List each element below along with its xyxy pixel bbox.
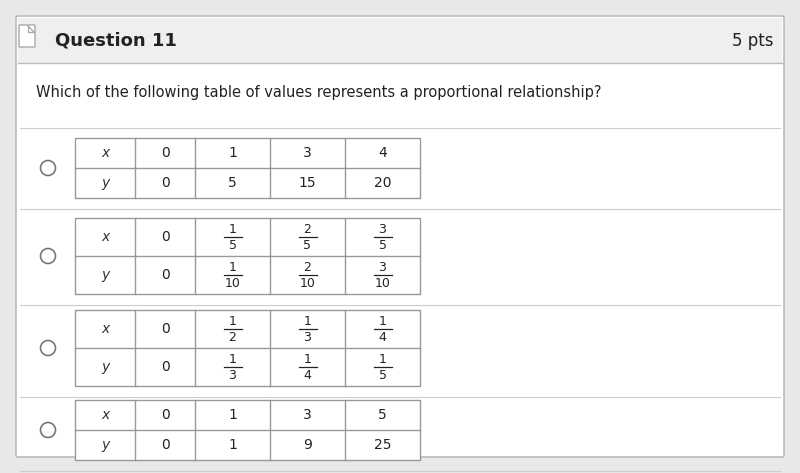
Circle shape: [41, 248, 55, 263]
Bar: [75, 138, 420, 198]
Text: 1: 1: [228, 438, 237, 452]
Text: 0: 0: [161, 360, 170, 374]
Text: 1: 1: [303, 352, 311, 366]
Text: 1: 1: [229, 261, 237, 273]
Bar: [18, 18, 782, 63]
Text: Question 11: Question 11: [55, 32, 177, 50]
Bar: [75, 310, 420, 386]
Text: 1: 1: [229, 315, 237, 327]
Text: x: x: [101, 146, 109, 160]
Text: 5: 5: [378, 238, 386, 252]
Circle shape: [41, 422, 55, 438]
Bar: [75, 400, 420, 460]
Text: 2: 2: [229, 331, 237, 343]
Text: y: y: [101, 360, 109, 374]
Text: 1: 1: [303, 315, 311, 327]
Text: Which of the following table of values represents a proportional relationship?: Which of the following table of values r…: [36, 85, 602, 100]
Text: x: x: [101, 408, 109, 422]
FancyBboxPatch shape: [19, 25, 35, 47]
Text: 9: 9: [303, 438, 312, 452]
Circle shape: [41, 341, 55, 356]
Text: 3: 3: [303, 408, 312, 422]
Text: y: y: [101, 268, 109, 282]
FancyBboxPatch shape: [16, 16, 784, 457]
Text: 10: 10: [374, 277, 390, 289]
Text: 4: 4: [303, 368, 311, 382]
Text: 0: 0: [161, 438, 170, 452]
Text: 0: 0: [161, 230, 170, 244]
Text: 4: 4: [378, 331, 386, 343]
Text: 10: 10: [225, 277, 241, 289]
Text: 0: 0: [161, 176, 170, 190]
Text: 0: 0: [161, 268, 170, 282]
Text: x: x: [101, 322, 109, 336]
Text: 5 pts: 5 pts: [733, 32, 774, 50]
Text: 1: 1: [378, 315, 386, 327]
Text: 15: 15: [298, 176, 316, 190]
Circle shape: [41, 160, 55, 175]
Text: 25: 25: [374, 438, 391, 452]
Text: 3: 3: [303, 146, 312, 160]
Bar: [75, 218, 420, 294]
Text: 1: 1: [229, 352, 237, 366]
Text: 3: 3: [378, 222, 386, 236]
Text: y: y: [101, 176, 109, 190]
Text: 5: 5: [378, 368, 386, 382]
Text: 2: 2: [303, 222, 311, 236]
Text: 1: 1: [228, 408, 237, 422]
Text: 5: 5: [229, 238, 237, 252]
Text: 0: 0: [161, 146, 170, 160]
Text: 2: 2: [303, 261, 311, 273]
Text: 1: 1: [228, 146, 237, 160]
Text: 20: 20: [374, 176, 391, 190]
Text: x: x: [101, 230, 109, 244]
Text: 3: 3: [378, 261, 386, 273]
Text: 0: 0: [161, 322, 170, 336]
Text: 5: 5: [378, 408, 387, 422]
Text: 5: 5: [303, 238, 311, 252]
Text: 3: 3: [229, 368, 237, 382]
Text: 3: 3: [303, 331, 311, 343]
Text: y: y: [101, 438, 109, 452]
Text: 1: 1: [378, 352, 386, 366]
Text: 0: 0: [161, 408, 170, 422]
Text: 5: 5: [228, 176, 237, 190]
Text: 10: 10: [299, 277, 315, 289]
Text: 4: 4: [378, 146, 387, 160]
Text: 1: 1: [229, 222, 237, 236]
